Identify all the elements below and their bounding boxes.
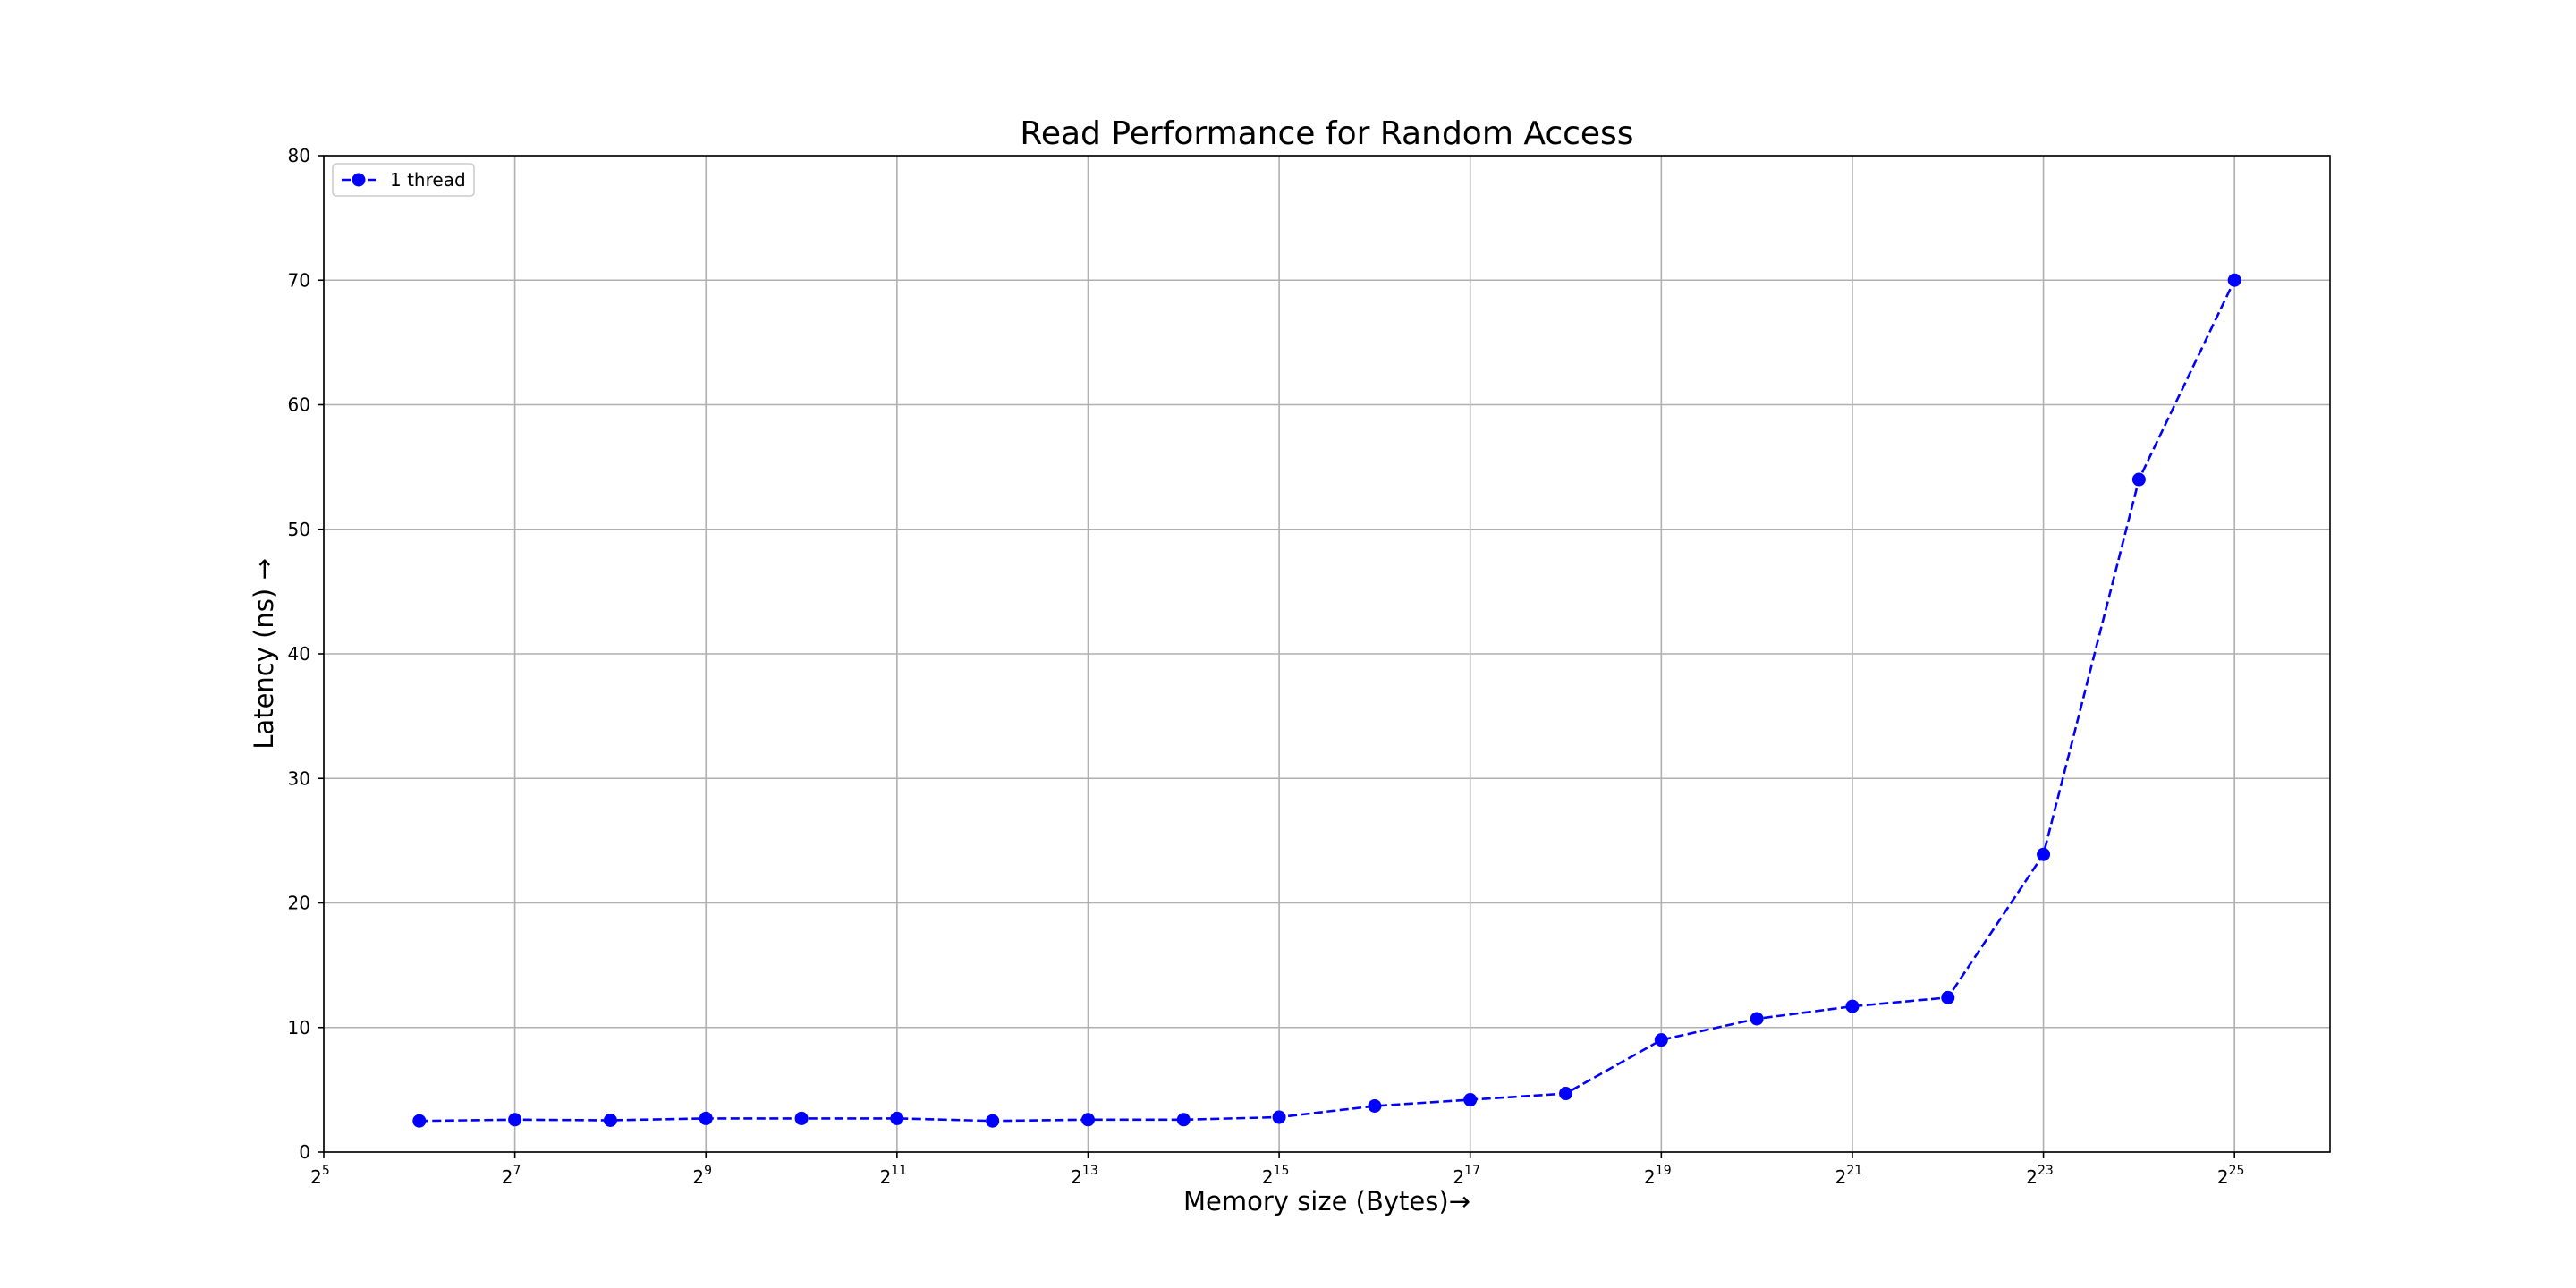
x-tick-label: 215	[1262, 1164, 1290, 1188]
data-point	[1654, 1033, 1668, 1047]
data-point	[2037, 847, 2051, 861]
y-tick-label: 50	[288, 519, 310, 540]
data-point	[1368, 1098, 1382, 1113]
data-point	[412, 1114, 427, 1128]
y-tick-label: 70	[288, 269, 310, 291]
y-tick-label: 10	[288, 1017, 310, 1038]
data-point	[1272, 1110, 1286, 1124]
y-tick-label: 0	[299, 1141, 310, 1163]
data-point	[890, 1111, 904, 1125]
x-axis-label: Memory size (Bytes)→	[1183, 1186, 1470, 1216]
data-point	[1845, 999, 1860, 1013]
x-tick-label: 29	[692, 1164, 712, 1188]
data-point	[1176, 1113, 1191, 1127]
data-point	[1080, 1113, 1095, 1127]
x-tick-label: 211	[880, 1164, 908, 1188]
axis-ticks: 25 27 29 211 213 215 217 219 221 223 225 0 10 20 30 40 5…	[288, 145, 2245, 1188]
data-point	[603, 1113, 617, 1127]
data-point	[2131, 472, 2146, 487]
x-tick-label: 225	[2217, 1164, 2245, 1188]
x-tick-label: 213	[1071, 1164, 1098, 1188]
data-point	[2227, 273, 2241, 287]
legend-label: 1 thread	[390, 169, 466, 191]
data-point	[1559, 1087, 1573, 1101]
x-tick-label: 221	[1835, 1164, 1863, 1188]
x-tick-label: 217	[1453, 1164, 1480, 1188]
y-tick-label: 80	[288, 145, 310, 166]
data-point	[699, 1111, 713, 1125]
data-point	[508, 1113, 522, 1127]
x-tick-label: 223	[2026, 1164, 2054, 1188]
series-layer	[412, 273, 2241, 1128]
legend: 1 thread	[332, 163, 475, 197]
legend-marker	[352, 173, 366, 187]
y-tick-label: 40	[288, 643, 310, 665]
y-axis-label: Latency (ns) →	[249, 558, 279, 749]
legend-box	[332, 163, 475, 197]
data-point	[1463, 1093, 1478, 1107]
chart-title: Read Performance for Random Access	[1020, 115, 1633, 152]
x-tick-label: 27	[502, 1164, 521, 1188]
x-tick-label: 25	[310, 1164, 330, 1188]
x-tick-label: 219	[1644, 1164, 1672, 1188]
data-point	[794, 1111, 809, 1125]
data-point	[1750, 1012, 1764, 1026]
y-tick-label: 60	[288, 394, 310, 416]
y-tick-label: 20	[288, 893, 310, 914]
data-point	[986, 1114, 1000, 1128]
series-line	[419, 279, 2236, 1123]
data-point	[1941, 990, 1955, 1004]
y-tick-label: 30	[288, 767, 310, 789]
